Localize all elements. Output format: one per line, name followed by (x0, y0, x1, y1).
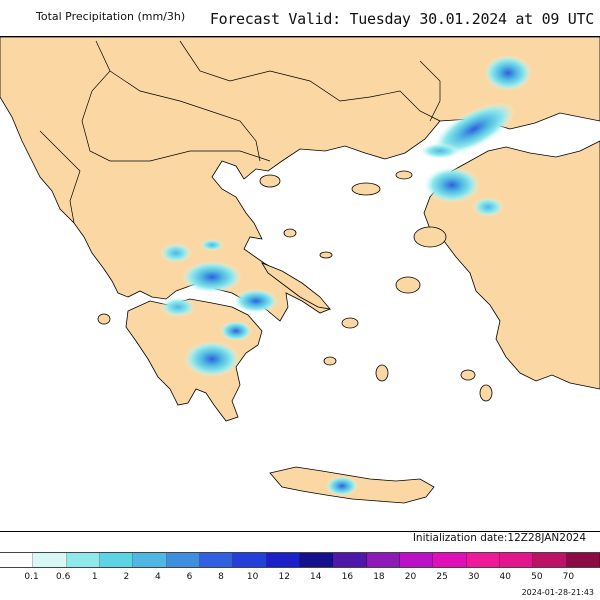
legend-color-cell (66, 553, 100, 567)
chart-title: Total Precipitation (mm/3h) (36, 10, 186, 23)
legend-color-cell (199, 553, 234, 567)
legend-color-cell (433, 553, 467, 567)
legend-color-cell (466, 553, 500, 567)
legend-label: 25 (436, 572, 448, 582)
legend-color-cell (99, 553, 134, 567)
legend-label: 50 (531, 572, 543, 582)
legend-label: 12 (278, 572, 290, 582)
legend-color-cell (566, 553, 600, 567)
legend-label: 18 (373, 572, 385, 582)
evia (261, 262, 331, 310)
precipitation-map (0, 37, 600, 504)
legend-color-cell (399, 553, 434, 567)
initialization-date: Initialization date:12Z28JAN2024 (412, 532, 586, 544)
color-scale-bar (0, 552, 600, 568)
legend-color-cell (333, 553, 367, 567)
legend-label: 20 (404, 572, 417, 582)
legend-label: 16 (341, 572, 354, 582)
legend-label: 6 (186, 572, 193, 582)
legend-color-cell (366, 553, 400, 567)
legend-label: 70 (562, 572, 575, 582)
legend-color-cell (499, 553, 534, 567)
legend-color-cell (133, 553, 167, 567)
legend-color-cell (299, 553, 334, 567)
legend-label: 0.1 (24, 572, 39, 582)
legend-label: 1 (91, 572, 98, 582)
legend-label: 2 (123, 572, 130, 582)
legend-label: 14 (310, 572, 322, 582)
legend-color-cell (233, 553, 267, 567)
legend-label: 30 (467, 572, 480, 582)
aegean-islands (97, 170, 493, 402)
map-panel (0, 36, 600, 532)
legend-color-cell (33, 553, 67, 567)
legend-color-cell (166, 553, 200, 567)
legend-label: 40 (499, 572, 511, 582)
legend-label: 10 (246, 572, 259, 582)
precipitation-field (160, 55, 532, 496)
color-scale-labels: 0.1 0.6 1 2 4 6 8 10 12 14 16 18 20 25 30 40 50 70 (0, 572, 600, 586)
legend-label: 4 (155, 572, 161, 582)
legend-color-cell (266, 553, 300, 567)
forecast-valid-label: Forecast Valid: Tuesday 30.01.2024 at 09… (209, 10, 594, 28)
country-borders (39, 40, 441, 224)
generation-timestamp: 2024-01-28-21:43 (521, 588, 594, 597)
legend-color-cell (0, 553, 34, 567)
anatolia (423, 140, 600, 390)
legend-label: 0.6 (55, 572, 71, 582)
legend-label: 8 (218, 572, 224, 582)
legend-color-cell (533, 553, 567, 567)
